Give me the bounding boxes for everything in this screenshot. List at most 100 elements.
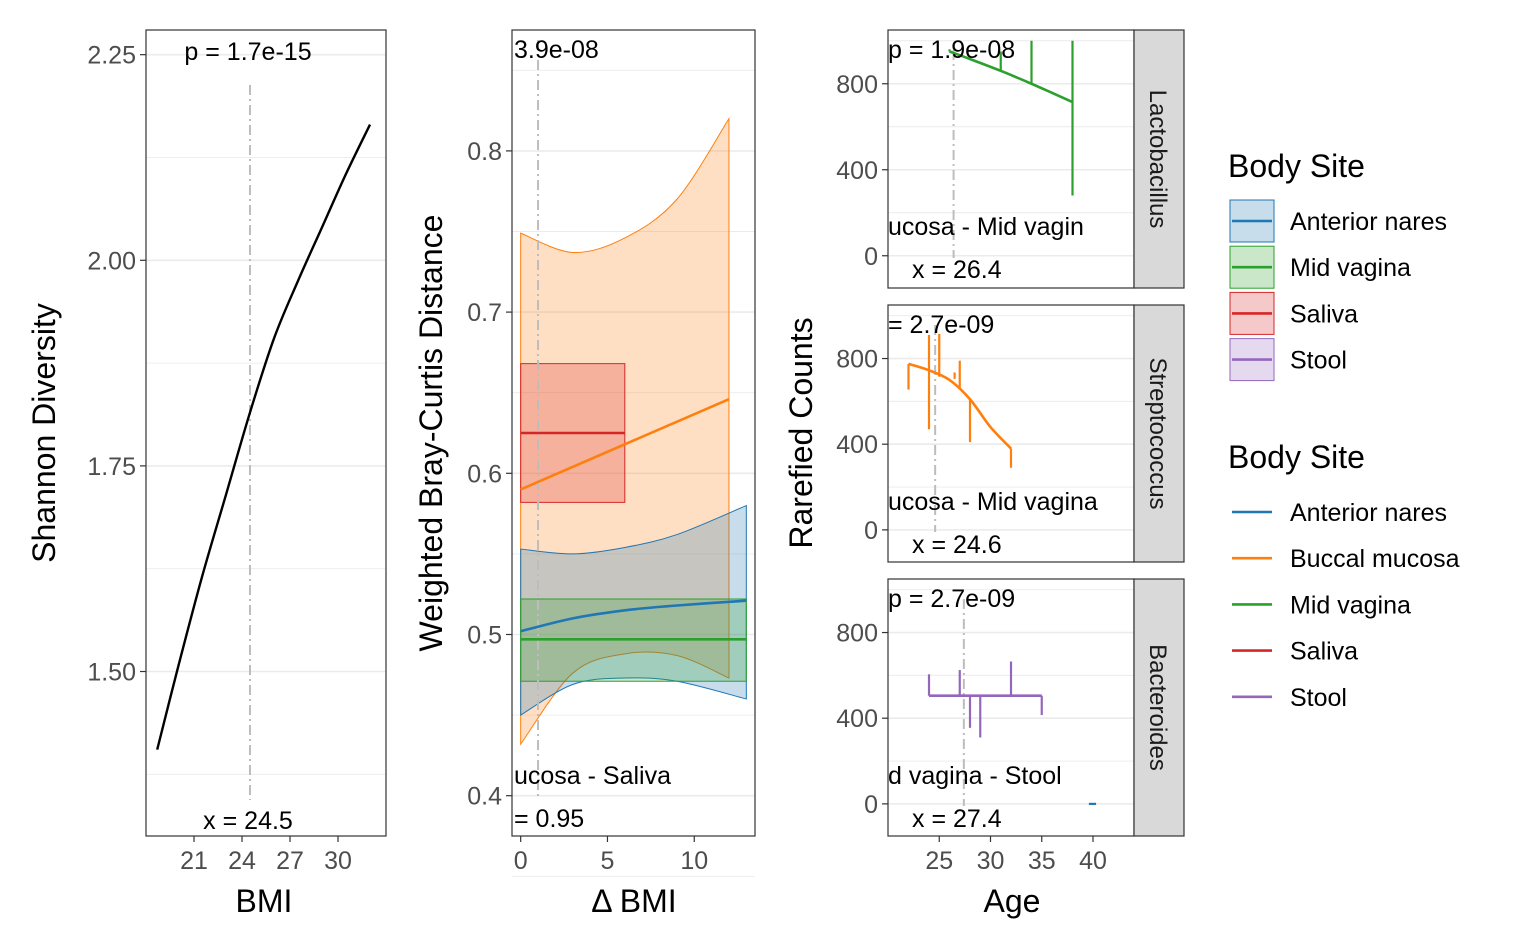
- x-axis-title: Δ BMI: [591, 883, 676, 919]
- x-tick-label: 30: [324, 847, 352, 875]
- x-tick-label: 30: [977, 847, 1005, 875]
- legend-label: Stool: [1290, 684, 1347, 712]
- facet-bacteroides: p = 2.7e-09 d vagina - Stool x = 27.4 Bacte…: [836, 578, 1185, 837]
- marks: [520, 40, 747, 800]
- x-tick-label: 27: [276, 847, 304, 875]
- x-tick-label: 0: [514, 847, 528, 875]
- y-tick-label: 2.25: [87, 42, 136, 70]
- x-axis-ticks: 25 30 35 40: [925, 836, 1107, 875]
- y-tick-label: 1.75: [87, 453, 136, 481]
- legend-line: Body Site Anterior nares Buccal mucosa Mid …: [1228, 439, 1460, 712]
- facet-strip: [1133, 304, 1185, 563]
- y-tick-label: 0.5: [467, 622, 502, 650]
- y-axis-title: Shannon Diversity: [26, 303, 62, 563]
- legend-label: Saliva: [1290, 638, 1358, 666]
- annotation-p-value: p = 1.9e-08: [888, 36, 1015, 64]
- legend-key: [1229, 291, 1275, 335]
- legend-title: Body Site: [1228, 439, 1365, 475]
- annotation-p-value: 3.9e-08: [514, 36, 599, 64]
- annotation-x-value: x = 27.4: [912, 805, 1002, 833]
- x-axis-title: Age: [984, 883, 1041, 919]
- x-tick-label: 10: [680, 847, 708, 875]
- series-line: [949, 50, 1074, 104]
- legend-fill: Body Site Anterior nares Mid vagina Saliva S…: [1228, 148, 1447, 382]
- y-tick-label: 0: [864, 791, 878, 819]
- y-tick-label: 800: [836, 71, 878, 99]
- facet-strip: [1133, 29, 1185, 289]
- facet-strip: [1133, 578, 1185, 837]
- annotation-x-value: = 0.95: [514, 805, 584, 833]
- y-tick-label: 0.8: [467, 138, 502, 166]
- series-line: [908, 362, 1012, 450]
- grid: [512, 69, 755, 877]
- y-tick-label: 400: [836, 431, 878, 459]
- x-tick-label: 35: [1028, 847, 1056, 875]
- panel-rarefied-age: p = 1.9e-08 ucosa - Mid vagin x = 26.4 Lact…: [783, 29, 1185, 919]
- annotation-contrast: ucosa - Saliva: [514, 762, 671, 790]
- facet-streptococcus: = 2.7e-09 ucosa - Mid vagina x = 24.6 Strep…: [836, 304, 1185, 563]
- grid: [146, 53, 386, 775]
- legend-label: Buccal mucosa: [1290, 545, 1460, 573]
- panel-braycurtis-deltabmi: 0.4 0.5 0.6 0.7 0.8 0 5 10 3.9e-08 ucosa - Sali…: [413, 29, 756, 919]
- series-line: [520, 397, 730, 491]
- y-tick-label: 0.4: [467, 783, 502, 811]
- annotation-contrast: d vagina - Stool: [888, 762, 1062, 790]
- x-tick-label: 21: [180, 847, 208, 875]
- y-tick-label: 800: [836, 620, 878, 648]
- x-tick-label: 24: [228, 847, 256, 875]
- axis-ticks: 1.50 1.75 2.00 2.25 21 24 27 30: [87, 42, 352, 875]
- legends: Body Site Anterior nares Mid vagina Saliva S…: [1228, 148, 1460, 712]
- marks: [156, 85, 372, 800]
- facet-lactobacillus: p = 1.9e-08 ucosa - Mid vagin x = 26.4 Lact…: [836, 29, 1185, 289]
- y-axis-title: Weighted Bray-Curtis Distance: [413, 215, 449, 652]
- legend-label: Mid vagina: [1290, 254, 1411, 282]
- facet-strip-label: Streptococcus: [1144, 357, 1171, 509]
- annotation-p-value: = 2.7e-09: [888, 311, 994, 339]
- series-line: [156, 124, 372, 750]
- facet-strip-label: Lactobacillus: [1144, 90, 1171, 229]
- legend-label: Anterior nares: [1290, 208, 1447, 236]
- legend-label: Anterior nares: [1290, 499, 1447, 527]
- panel-border: [887, 29, 1135, 289]
- annotation-x-value: x = 24.6: [912, 531, 1002, 559]
- facet-strip-label: Bacteroides: [1144, 644, 1171, 771]
- y-tick-label: 400: [836, 705, 878, 733]
- facet-plot-area: p = 2.7e-09 d vagina - Stool x = 27.4: [888, 585, 1134, 833]
- y-tick-label: 0.6: [467, 460, 502, 488]
- axis-ticks: 0.4 0.5 0.6 0.7 0.8 0 5 10: [467, 138, 708, 875]
- y-tick-label: 400: [836, 157, 878, 185]
- annotation-x-value: x = 24.5: [203, 807, 293, 835]
- legend-title: Body Site: [1228, 148, 1365, 184]
- legend-key: [1229, 245, 1275, 289]
- x-tick-label: 25: [925, 847, 953, 875]
- facet-plot-area: p = 1.9e-08 ucosa - Mid vagin x = 26.4: [888, 36, 1134, 284]
- y-tick-label: 800: [836, 346, 878, 374]
- legend-label: Stool: [1290, 347, 1347, 375]
- panel-border: [145, 29, 387, 837]
- y-tick-label: 2.00: [87, 247, 136, 275]
- y-tick-label: 0: [864, 517, 878, 545]
- annotation-x-value: x = 26.4: [912, 256, 1002, 284]
- series-line: [520, 599, 747, 633]
- y-tick-label: 0.7: [467, 299, 502, 327]
- panel-border: [887, 578, 1135, 837]
- annotation-p-value: p = 2.7e-09: [888, 585, 1015, 613]
- legend-label: Mid vagina: [1290, 591, 1411, 619]
- y-tick-label: 0: [864, 243, 878, 271]
- panel-border: [887, 304, 1135, 563]
- legend-key: [1229, 338, 1275, 382]
- y-tick-label: 1.50: [87, 659, 136, 687]
- x-axis-title: BMI: [236, 883, 293, 919]
- facets: p = 1.9e-08 ucosa - Mid vagin x = 26.4 Lact…: [836, 29, 1185, 837]
- annotation-contrast: ucosa - Mid vagina: [888, 488, 1098, 516]
- facet-plot-area: = 2.7e-09 ucosa - Mid vagina x = 24.6: [888, 311, 1134, 559]
- annotation-p-value: p = 1.7e-15: [184, 38, 311, 66]
- legend-key: [1229, 199, 1275, 243]
- x-tick-label: 5: [601, 847, 615, 875]
- x-tick-label: 40: [1079, 847, 1107, 875]
- y-axis-title: Rarefied Counts: [783, 317, 819, 548]
- annotation-contrast: ucosa - Mid vagin: [888, 213, 1084, 241]
- panel-border: [511, 29, 756, 837]
- panel-shannon-bmi: 1.50 1.75 2.00 2.25 21 24 27 30 p = 1.7e-15 x =…: [26, 29, 387, 919]
